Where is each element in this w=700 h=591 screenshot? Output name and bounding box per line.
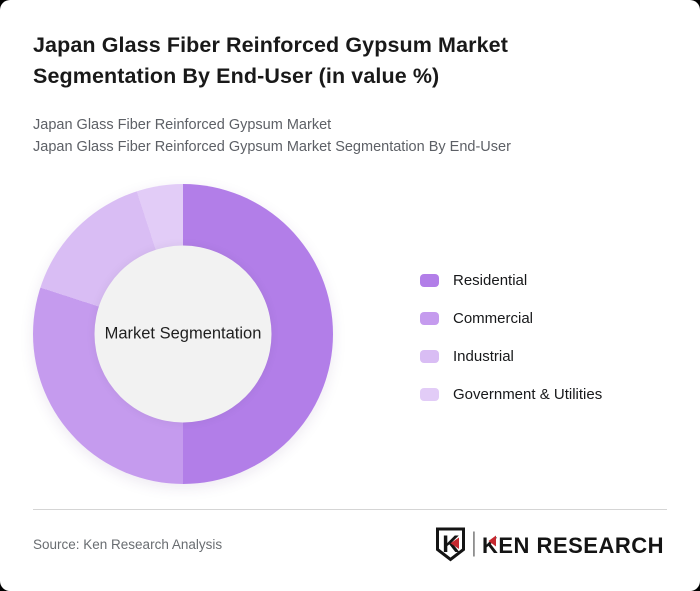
footer-divider bbox=[33, 509, 667, 510]
subtitle-line-1: Japan Glass Fiber Reinforced Gypsum Mark… bbox=[33, 117, 332, 133]
source-text: Source: Ken Research Analysis bbox=[33, 536, 223, 552]
subtitle-line-2: Japan Glass Fiber Reinforced Gypsum Mark… bbox=[33, 139, 511, 155]
legend-swatch-icon bbox=[420, 349, 439, 363]
legend-label: Government & Utilities bbox=[453, 385, 603, 403]
donut-chart[interactable]: Market Segmentation bbox=[33, 184, 333, 484]
shield-red-triangle bbox=[450, 537, 459, 549]
chart-legend: Residential Commercial Industrial Governmen… bbox=[420, 271, 603, 403]
svg-text:KEN RESEARCH: KEN RESEARCH bbox=[482, 533, 664, 558]
chart-area: Market Segmentation Residential Commercia… bbox=[0, 184, 700, 484]
ken-research-logo: K KEN RESEARCH bbox=[436, 527, 664, 562]
legend-label: Residential bbox=[453, 271, 528, 289]
shield-icon: K bbox=[436, 527, 465, 562]
legend-item-government-utilities[interactable]: Government & Utilities bbox=[420, 385, 603, 403]
legend-item-commercial[interactable]: Commercial bbox=[420, 309, 602, 327]
svg-text:K: K bbox=[442, 531, 460, 558]
legend-label: Industrial bbox=[453, 347, 514, 365]
donut-center-label: Market Segmentation bbox=[104, 324, 262, 343]
logo-wordmark: KEN RESEARCH bbox=[482, 533, 664, 558]
footer: Source: Ken Research Analysis K KEN RESE… bbox=[33, 526, 667, 562]
wordmark-red-triangle bbox=[488, 535, 496, 547]
logo-divider-bar bbox=[473, 531, 475, 557]
legend-swatch-icon bbox=[420, 387, 439, 401]
legend-swatch-icon bbox=[420, 311, 439, 325]
donut-center: Market Segmentation bbox=[94, 245, 272, 423]
chart-subtitles: Japan Glass Fiber Reinforced Gypsum Mark… bbox=[33, 114, 667, 158]
legend-item-residential[interactable]: Residential bbox=[420, 271, 602, 289]
legend-label: Commercial bbox=[453, 309, 534, 327]
page-title: Japan Glass Fiber Reinforced Gypsum Mark… bbox=[33, 33, 508, 88]
legend-swatch-icon bbox=[420, 273, 439, 287]
legend-item-industrial[interactable]: Industrial bbox=[420, 347, 602, 365]
